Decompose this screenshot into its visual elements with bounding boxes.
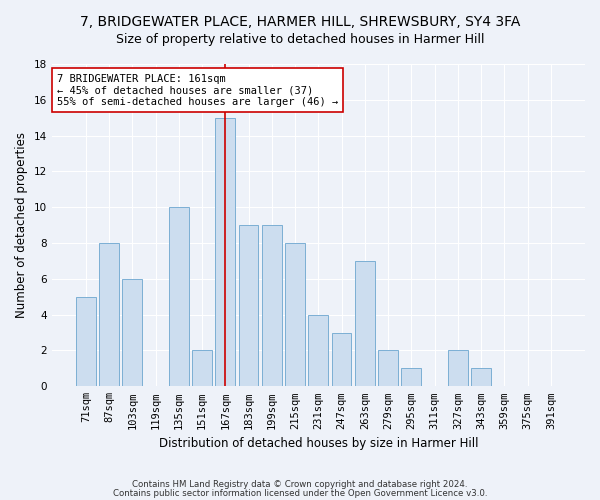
Bar <box>285 243 305 386</box>
Bar <box>332 332 352 386</box>
Bar <box>262 225 282 386</box>
Text: Size of property relative to detached houses in Harmer Hill: Size of property relative to detached ho… <box>116 32 484 46</box>
Bar <box>355 261 375 386</box>
Bar <box>239 225 259 386</box>
Bar <box>76 297 95 386</box>
Bar <box>99 243 119 386</box>
Bar <box>378 350 398 386</box>
Text: 7 BRIDGEWATER PLACE: 161sqm
← 45% of detached houses are smaller (37)
55% of sem: 7 BRIDGEWATER PLACE: 161sqm ← 45% of det… <box>57 74 338 107</box>
Bar <box>308 314 328 386</box>
Text: 7, BRIDGEWATER PLACE, HARMER HILL, SHREWSBURY, SY4 3FA: 7, BRIDGEWATER PLACE, HARMER HILL, SHREW… <box>80 15 520 29</box>
Bar <box>215 118 235 386</box>
Bar <box>192 350 212 386</box>
X-axis label: Distribution of detached houses by size in Harmer Hill: Distribution of detached houses by size … <box>158 437 478 450</box>
Bar <box>122 279 142 386</box>
Bar <box>169 207 188 386</box>
Bar <box>401 368 421 386</box>
Text: Contains HM Land Registry data © Crown copyright and database right 2024.: Contains HM Land Registry data © Crown c… <box>132 480 468 489</box>
Text: Contains public sector information licensed under the Open Government Licence v3: Contains public sector information licen… <box>113 488 487 498</box>
Bar <box>448 350 468 386</box>
Y-axis label: Number of detached properties: Number of detached properties <box>15 132 28 318</box>
Bar <box>471 368 491 386</box>
